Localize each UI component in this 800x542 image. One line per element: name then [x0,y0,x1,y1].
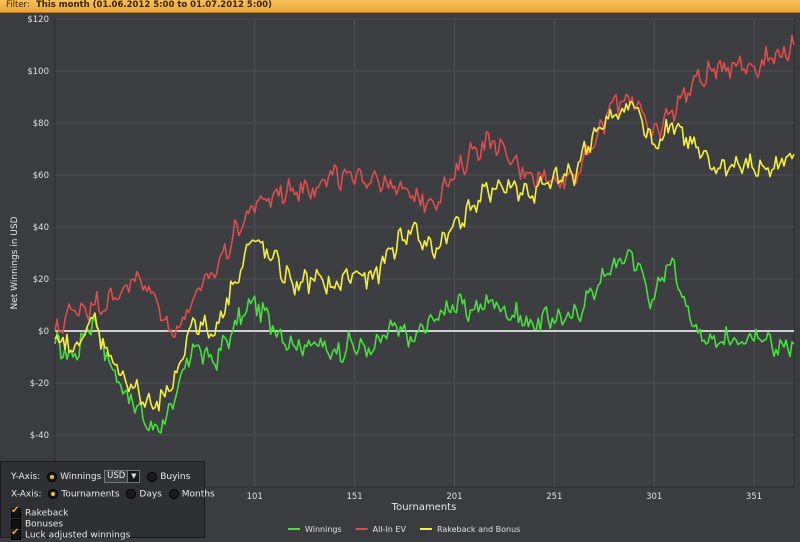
rakeback-label: Rakeback [25,508,69,519]
rakeback-row: Rakeback [11,505,69,519]
y-tick-labels: $-40 $-20 $0 $20 $40 $60 $80 $100 $120 [27,15,49,441]
y-axis-label: Y-Axis: [11,472,41,482]
tournaments-option-label: Tournaments [61,489,120,500]
y-tick-label: $60 [33,171,49,181]
chevron-down-icon[interactable]: ▼ [128,470,141,483]
legend-label: Winnings [305,525,342,534]
x-tick-labels: 101 151 201 251 301 351 [247,492,763,502]
series-line-all-in-ev [54,34,795,338]
tournaments-radio[interactable] [48,489,59,499]
x-tick-label: 201 [446,492,462,502]
days-option-label: Days [139,489,162,500]
months-option-label: Months [181,489,215,500]
winnings-radio[interactable] [47,471,58,482]
y-tick-label: $20 [33,275,49,285]
x-tick-label: 101 [247,492,263,502]
x-axis-label: X-Axis: [11,489,42,500]
winnings-option-label: Winnings [60,472,102,482]
y-tick-label: $40 [33,223,49,233]
filter-value[interactable]: This month (01.06.2012 5:00 to 01.07.201… [36,0,272,10]
y-tick-label: $0 [38,327,49,337]
rakeback-checkbox[interactable] [11,505,21,518]
chart-area: $-40 $-20 $0 $20 $40 $60 $80 $100 $120 101 151 201… [0,13,800,538]
y-tick-label: $120 [27,15,49,25]
x-axis-row: X-Axis: Tournaments Days Months [11,489,215,500]
y-tick-label: $-20 [30,379,49,389]
chart-options-panel: Y-Axis: Winnings USD ▼ Buyins X-Axis: Tou… [0,461,215,541]
days-radio[interactable] [126,489,137,499]
y-tick-label: $-40 [30,431,49,441]
buyins-option-label: Buyins [160,472,191,482]
x-tick-label: 301 [646,492,662,502]
currency-select[interactable]: USD [104,470,129,483]
series-lines [54,34,795,434]
legend: Winnings All-In EV Rakeback and Bonus [288,525,520,534]
series-line-rakeback-and-bonus [54,101,795,412]
buyins-radio[interactable] [147,471,158,482]
months-radio[interactable] [168,489,179,499]
filter-label: Filter: [6,0,30,10]
luck-adjusted-checkbox[interactable] [11,527,21,540]
y-tick-label: $80 [33,119,49,129]
bonuses-label: Bonuses [25,519,64,530]
plot-background [54,18,795,488]
x-tick-label: 151 [346,492,362,502]
legend-label: Rakeback and Bonus [437,525,520,534]
luck-adjusted-label: Luck adjusted winnings [25,530,131,541]
filter-bar: Filter: This month (01.06.2012 5:00 to 0… [0,0,800,13]
luck-adjusted-row: Luck adjusted winnings [11,527,131,541]
x-tick-label: 351 [746,492,762,502]
x-tick-label: 251 [546,492,562,502]
y-axis-title: Net Winnings in USD [10,216,20,309]
winnings-chart: $-40 $-20 $0 $20 $40 $60 $80 $100 $120 101 151 201… [10,15,795,534]
x-axis-title: Tournaments [391,502,457,513]
legend-label: All-In EV [373,525,407,534]
y-axis-row: Y-Axis: Winnings USD ▼ Buyins [11,470,190,483]
y-tick-label: $100 [27,67,49,77]
series-line-winnings [54,249,795,434]
